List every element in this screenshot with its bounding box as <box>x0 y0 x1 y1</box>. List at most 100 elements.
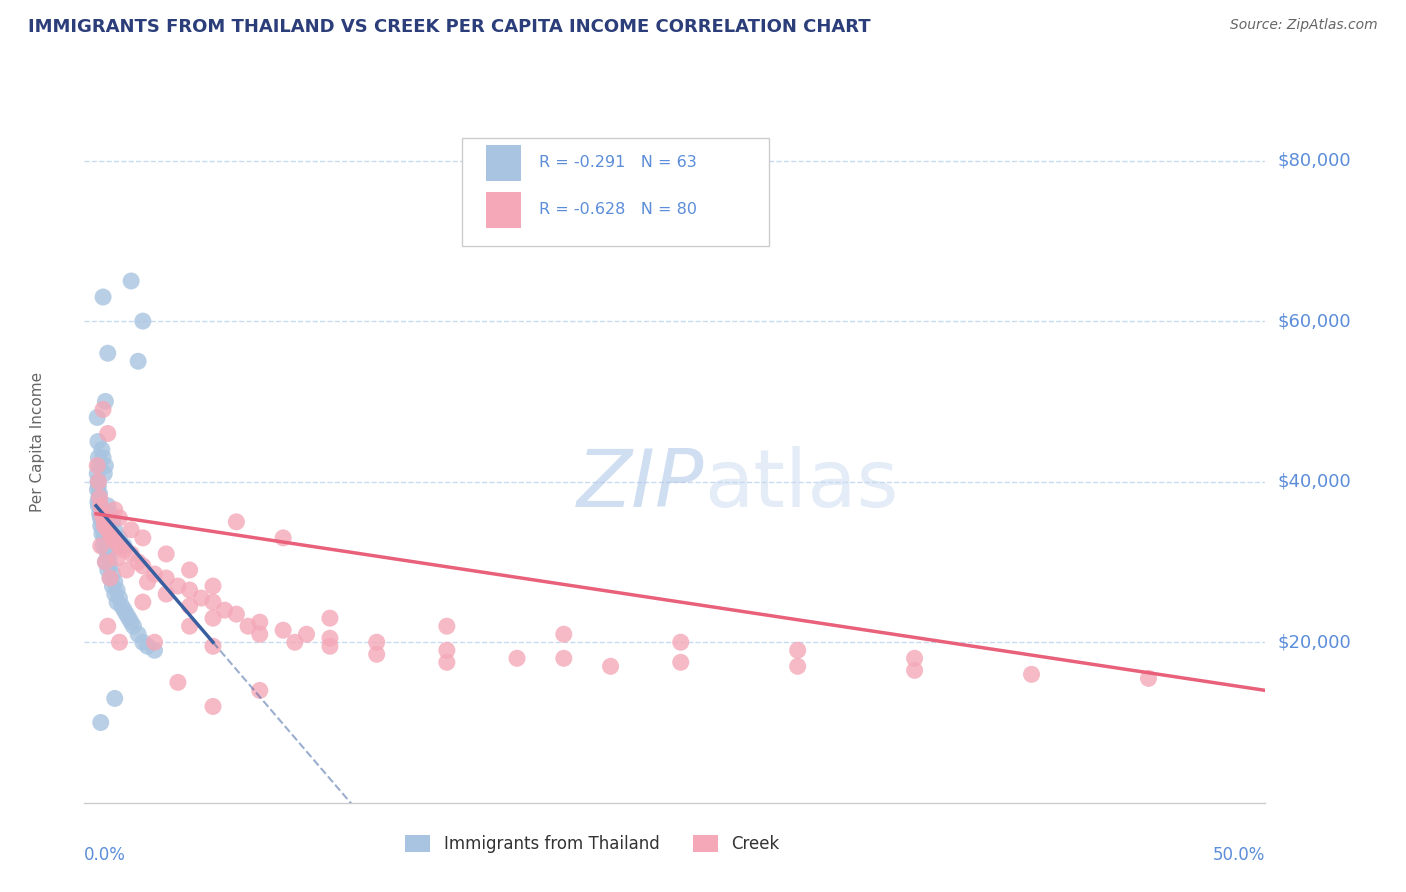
Point <box>553 651 575 665</box>
Point <box>249 683 271 698</box>
Point <box>319 632 342 646</box>
Point <box>87 475 110 489</box>
Point <box>101 579 124 593</box>
Point <box>201 595 224 609</box>
FancyBboxPatch shape <box>463 138 769 246</box>
Point <box>94 458 117 473</box>
Point <box>132 558 155 574</box>
Point <box>115 563 138 577</box>
Point <box>436 619 458 633</box>
Legend: Immigrants from Thailand, Creek: Immigrants from Thailand, Creek <box>398 828 786 860</box>
Point <box>96 542 118 557</box>
Point <box>132 595 155 609</box>
Point <box>93 518 115 533</box>
Point <box>127 555 149 569</box>
Text: 0.0%: 0.0% <box>84 847 127 864</box>
Point <box>98 571 121 585</box>
Point <box>599 659 621 673</box>
Point <box>132 314 155 328</box>
Point <box>179 583 201 598</box>
Point <box>249 615 271 630</box>
Point <box>105 583 128 598</box>
Point <box>120 547 142 561</box>
Point <box>93 531 115 545</box>
Point <box>105 550 128 566</box>
Point <box>225 515 247 529</box>
Point <box>108 531 131 545</box>
Point <box>97 426 120 441</box>
Point <box>143 643 166 657</box>
Point <box>91 510 114 524</box>
Point <box>104 587 127 601</box>
Point <box>143 635 166 649</box>
Point <box>122 619 145 633</box>
Point <box>104 574 127 589</box>
Text: Source: ZipAtlas.com: Source: ZipAtlas.com <box>1230 18 1378 32</box>
Point <box>97 346 120 360</box>
Point <box>366 648 388 662</box>
Point <box>236 619 259 633</box>
Point <box>112 542 135 557</box>
Point <box>91 523 114 537</box>
Point <box>89 491 111 505</box>
Point <box>167 579 190 593</box>
Point <box>225 607 247 621</box>
Point <box>90 539 112 553</box>
Text: $20,000: $20,000 <box>1277 633 1351 651</box>
Point <box>90 507 112 521</box>
Point <box>90 526 112 541</box>
Point <box>179 563 201 577</box>
Text: $80,000: $80,000 <box>1277 152 1351 169</box>
Point <box>91 290 114 304</box>
Point <box>94 534 117 549</box>
Point <box>97 563 120 577</box>
Point <box>112 539 135 553</box>
Text: atlas: atlas <box>704 446 898 524</box>
Point <box>104 691 127 706</box>
Point <box>120 523 142 537</box>
Point <box>127 627 149 641</box>
FancyBboxPatch shape <box>486 192 522 228</box>
Point <box>786 643 808 657</box>
Point <box>87 450 110 465</box>
Point <box>271 531 294 545</box>
Point <box>108 591 131 605</box>
Point <box>94 555 117 569</box>
FancyBboxPatch shape <box>486 145 522 181</box>
Point <box>319 639 342 653</box>
Point <box>669 655 692 669</box>
Point <box>87 475 110 489</box>
Point <box>143 567 166 582</box>
Point <box>284 635 307 649</box>
Point <box>105 595 128 609</box>
Point <box>86 483 108 497</box>
Point <box>132 531 155 545</box>
Point <box>90 442 112 457</box>
Point <box>94 555 117 569</box>
Point <box>104 523 127 537</box>
Point <box>436 655 458 669</box>
Point <box>108 539 131 553</box>
Point <box>89 507 111 521</box>
Point <box>155 547 177 561</box>
Text: IMMIGRANTS FROM THAILAND VS CREEK PER CAPITA INCOME CORRELATION CHART: IMMIGRANTS FROM THAILAND VS CREEK PER CA… <box>28 18 870 36</box>
Point <box>214 603 236 617</box>
Point <box>319 611 342 625</box>
Point <box>111 599 134 614</box>
Point <box>90 502 112 516</box>
Point <box>90 715 112 730</box>
Text: $40,000: $40,000 <box>1277 473 1351 491</box>
Point <box>91 450 114 465</box>
Point <box>201 579 224 593</box>
Text: R = -0.291   N = 63: R = -0.291 N = 63 <box>538 155 697 170</box>
Text: 50.0%: 50.0% <box>1213 847 1265 864</box>
Point <box>87 434 110 449</box>
Point <box>94 394 117 409</box>
Point <box>366 635 388 649</box>
Point <box>91 539 114 553</box>
Point <box>112 603 135 617</box>
Point <box>120 615 142 630</box>
Point <box>86 410 108 425</box>
Point <box>155 571 177 585</box>
Text: $60,000: $60,000 <box>1277 312 1351 330</box>
